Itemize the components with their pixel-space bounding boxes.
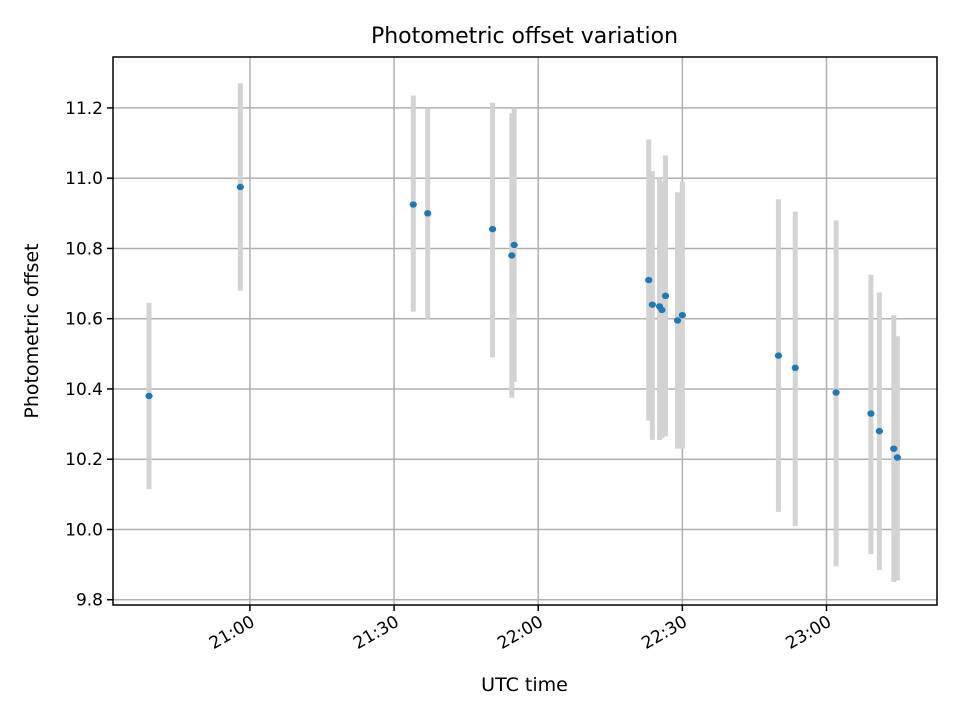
x-axis-label: UTC time bbox=[481, 674, 568, 696]
data-point bbox=[893, 454, 901, 461]
y-tick-label: 10.4 bbox=[65, 380, 103, 400]
data-point bbox=[648, 301, 656, 308]
data-point bbox=[658, 306, 666, 314]
data-point bbox=[236, 183, 244, 191]
data-point bbox=[661, 292, 670, 300]
x-tick-label: 21:30 bbox=[350, 612, 402, 654]
y-tick-label: 10.8 bbox=[65, 239, 103, 259]
data-point bbox=[145, 392, 153, 400]
x-tick-label: 23:00 bbox=[783, 612, 835, 654]
data-point bbox=[645, 276, 653, 284]
data-point bbox=[875, 427, 883, 435]
error-bars bbox=[146, 83, 900, 583]
x-axis-ticks: 21:00 21:30 22:00 22:30 23:00 bbox=[206, 605, 835, 654]
data-point bbox=[832, 389, 840, 396]
data-point bbox=[673, 317, 682, 324]
data-point bbox=[409, 201, 417, 208]
data-points bbox=[145, 183, 901, 461]
data-point bbox=[488, 225, 497, 233]
data-point bbox=[867, 410, 875, 417]
data-point bbox=[890, 445, 898, 452]
y-tick-label: 10.2 bbox=[65, 450, 103, 470]
y-tick-label: 11.0 bbox=[65, 169, 103, 189]
chart-title: Photometric offset variation bbox=[371, 24, 678, 49]
data-point bbox=[424, 210, 432, 217]
y-axis-label: Photometric offset bbox=[21, 243, 43, 418]
data-point bbox=[508, 252, 516, 259]
grid-lines bbox=[113, 57, 937, 605]
x-tick-label: 21:00 bbox=[206, 612, 258, 654]
y-axis-ticks: 9.8 10.0 10.2 10.4 10.6 10.8 11.0 11.2 bbox=[65, 99, 113, 611]
y-tick-label: 11.2 bbox=[65, 99, 103, 119]
data-point bbox=[774, 352, 783, 359]
plot-frame bbox=[112, 56, 938, 606]
x-tick-label: 22:30 bbox=[638, 612, 690, 654]
y-tick-label: 10.0 bbox=[65, 520, 103, 540]
data-point bbox=[791, 364, 799, 372]
x-tick-label: 22:00 bbox=[494, 612, 546, 654]
y-tick-label: 9.8 bbox=[76, 591, 103, 611]
data-point bbox=[678, 311, 686, 319]
y-tick-label: 10.6 bbox=[65, 310, 103, 330]
data-point bbox=[510, 241, 518, 249]
